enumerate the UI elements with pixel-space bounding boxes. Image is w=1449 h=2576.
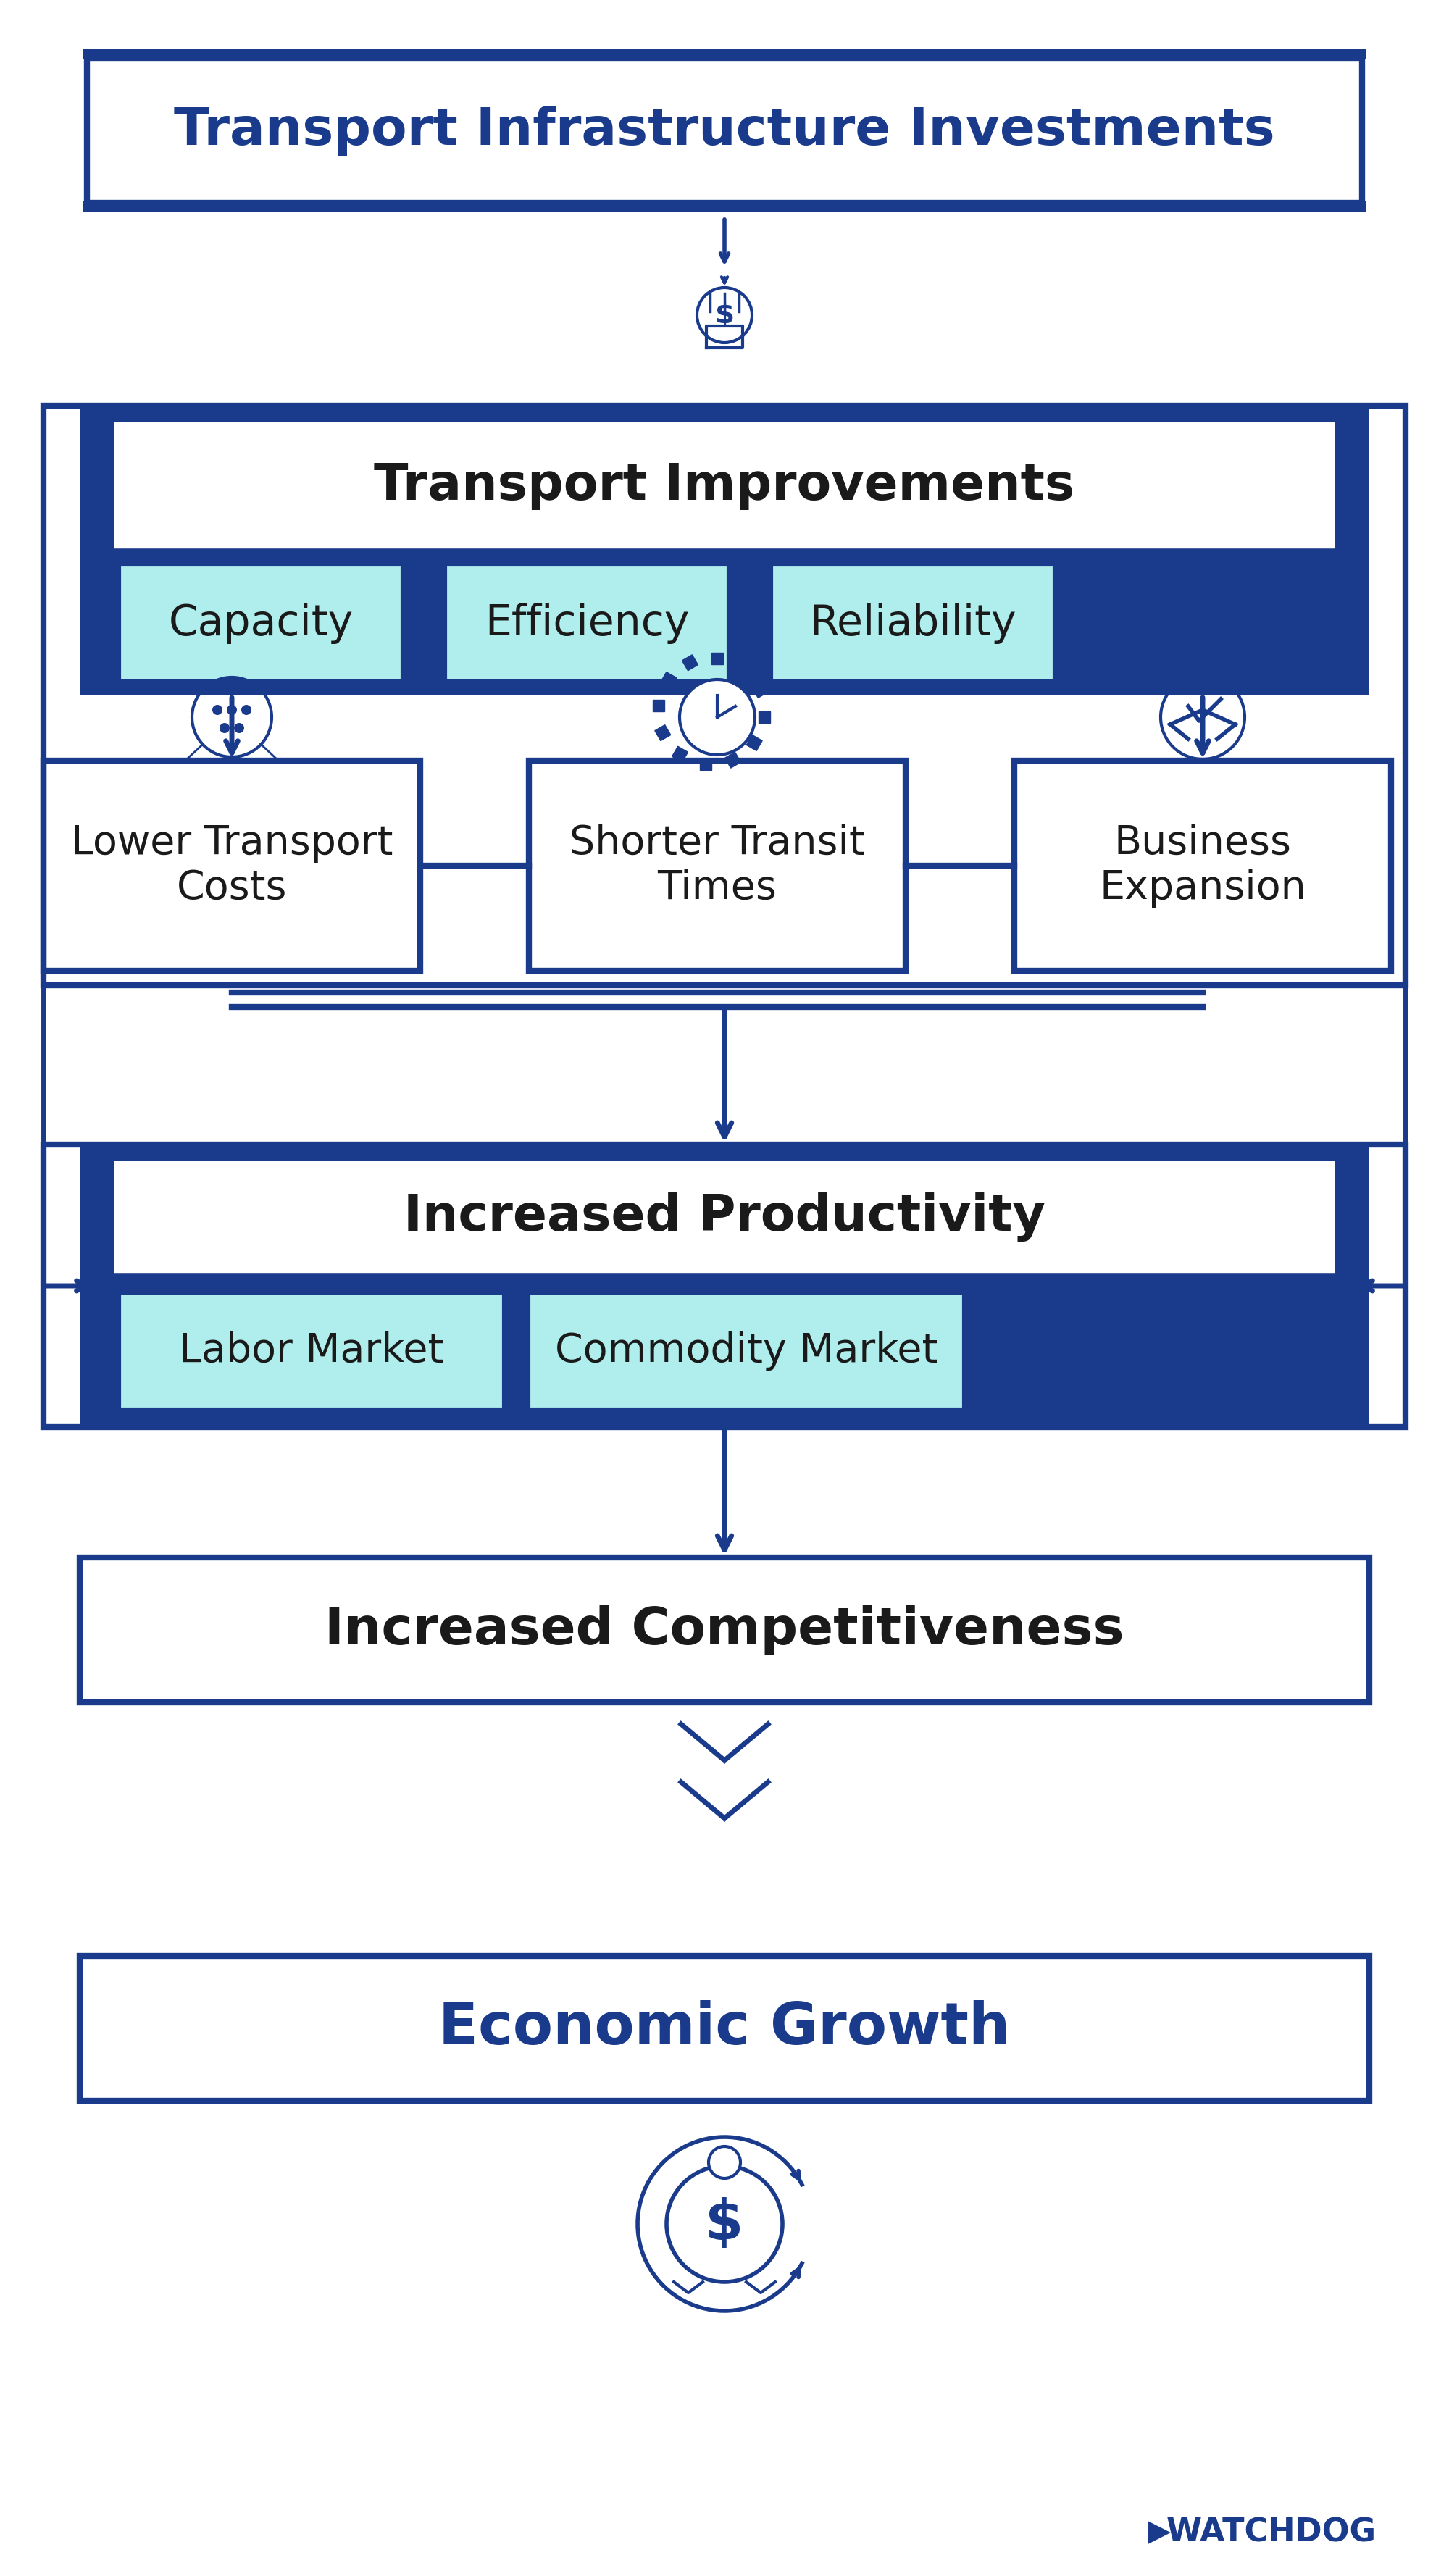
Text: Capacity: Capacity bbox=[168, 603, 354, 644]
FancyBboxPatch shape bbox=[84, 201, 1365, 211]
FancyBboxPatch shape bbox=[529, 1293, 964, 1409]
Circle shape bbox=[226, 706, 238, 716]
Circle shape bbox=[220, 724, 229, 734]
FancyBboxPatch shape bbox=[1014, 760, 1391, 971]
FancyBboxPatch shape bbox=[80, 404, 1369, 696]
Text: Shorter Transit
Times: Shorter Transit Times bbox=[569, 824, 865, 907]
Text: Commodity Market: Commodity Market bbox=[555, 1332, 938, 1370]
Text: Transport Improvements: Transport Improvements bbox=[374, 461, 1075, 510]
Text: Increased Competitiveness: Increased Competitiveness bbox=[325, 1605, 1124, 1654]
Text: Reliability: Reliability bbox=[810, 603, 1016, 644]
FancyBboxPatch shape bbox=[87, 57, 1362, 204]
FancyBboxPatch shape bbox=[113, 420, 1336, 551]
FancyBboxPatch shape bbox=[446, 564, 729, 680]
Bar bbox=[724, 752, 740, 768]
Text: ▶: ▶ bbox=[1148, 2517, 1171, 2548]
Bar bbox=[746, 734, 762, 750]
FancyBboxPatch shape bbox=[529, 760, 906, 971]
Bar bbox=[652, 701, 664, 711]
Text: $: $ bbox=[714, 301, 735, 330]
Bar bbox=[655, 724, 671, 742]
Circle shape bbox=[667, 2166, 782, 2282]
Bar bbox=[759, 711, 771, 724]
Text: Lower Transport
Costs: Lower Transport Costs bbox=[71, 824, 393, 907]
FancyBboxPatch shape bbox=[119, 564, 403, 680]
FancyBboxPatch shape bbox=[43, 760, 420, 971]
Circle shape bbox=[241, 706, 252, 716]
Text: $: $ bbox=[706, 2197, 743, 2251]
FancyBboxPatch shape bbox=[80, 1955, 1369, 2102]
Text: Transport Infrastructure Investments: Transport Infrastructure Investments bbox=[174, 106, 1275, 155]
Text: Efficiency: Efficiency bbox=[484, 603, 690, 644]
Circle shape bbox=[235, 724, 243, 734]
Circle shape bbox=[212, 706, 223, 716]
Circle shape bbox=[709, 2146, 740, 2179]
Bar bbox=[661, 672, 677, 688]
Text: Labor Market: Labor Market bbox=[180, 1332, 443, 1370]
Text: Increased Productivity: Increased Productivity bbox=[404, 1193, 1045, 1242]
FancyBboxPatch shape bbox=[113, 1159, 1336, 1275]
Bar bbox=[752, 683, 768, 698]
Text: Economic Growth: Economic Growth bbox=[439, 1999, 1010, 2056]
Bar bbox=[711, 652, 723, 665]
Text: WATCHDOG: WATCHDOG bbox=[1166, 2517, 1377, 2548]
FancyBboxPatch shape bbox=[84, 49, 1365, 59]
Circle shape bbox=[680, 680, 755, 755]
FancyBboxPatch shape bbox=[80, 1558, 1369, 1703]
FancyBboxPatch shape bbox=[80, 1144, 1369, 1427]
Text: Business
Expansion: Business Expansion bbox=[1100, 824, 1306, 907]
Bar bbox=[682, 654, 698, 670]
Bar bbox=[700, 757, 711, 770]
Bar bbox=[735, 659, 751, 677]
Bar bbox=[672, 747, 688, 762]
FancyBboxPatch shape bbox=[771, 564, 1055, 680]
FancyBboxPatch shape bbox=[119, 1293, 504, 1409]
